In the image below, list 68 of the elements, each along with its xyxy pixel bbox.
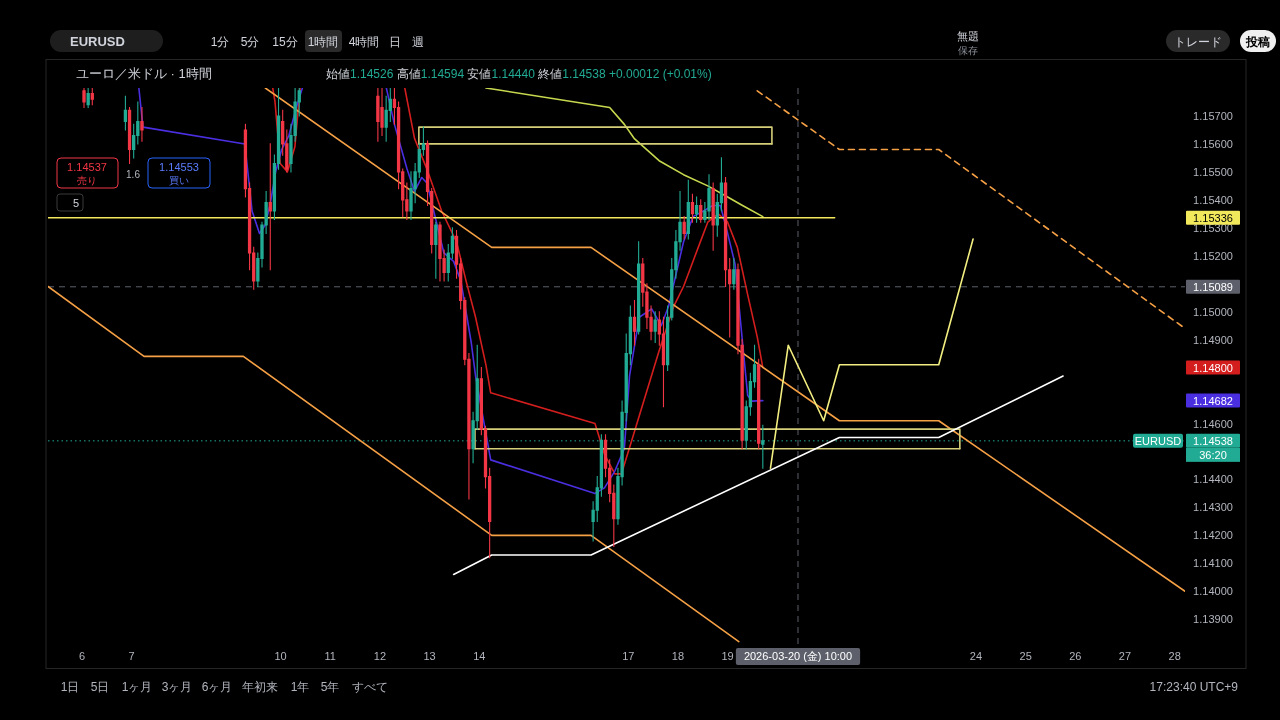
text: 投稿 bbox=[1245, 35, 1270, 49]
annotation: EURUSD bbox=[1134, 434, 1182, 447]
ref-line-label: 1.14538 bbox=[1193, 434, 1233, 447]
text: 5年 bbox=[320, 680, 340, 694]
text: 4時間 bbox=[348, 35, 380, 49]
text: EURUSD bbox=[70, 34, 125, 49]
text: 36:20 bbox=[1199, 448, 1227, 461]
annotation: 売り bbox=[77, 175, 97, 186]
x-tick-label: 17 bbox=[622, 650, 635, 662]
annotation: 5 bbox=[72, 197, 80, 209]
x-tick-label: 10 bbox=[274, 650, 287, 662]
y-tick-label: 1.14200 bbox=[1193, 529, 1233, 542]
ref-line-label: 1.15089 bbox=[1193, 280, 1233, 293]
x-tick-label: 27 bbox=[1118, 650, 1132, 662]
text: 無題 bbox=[957, 30, 979, 42]
y-tick-label: 1.14900 bbox=[1193, 333, 1233, 346]
x-tick-label: 7 bbox=[128, 650, 135, 662]
y-tick-label: 1.15500 bbox=[1193, 165, 1233, 178]
text: 1年 bbox=[290, 680, 310, 694]
x-tick-label: 13 bbox=[423, 650, 436, 662]
text: 5日 bbox=[90, 680, 110, 694]
text: 1.14682 bbox=[1193, 394, 1233, 407]
text: 1.14800 bbox=[1193, 361, 1233, 374]
y-tick-label: 1.15400 bbox=[1193, 193, 1233, 206]
text: 始値1.14526 高値1.14594 安値1.14440 終値1.14538 +0.00012 (+0.01%) bbox=[326, 67, 712, 81]
text: 1時間 bbox=[307, 35, 339, 49]
y-tick-label: 1.15200 bbox=[1193, 249, 1233, 262]
y-tick-label: 1.15700 bbox=[1193, 109, 1233, 122]
x-tick-label: 14 bbox=[473, 650, 486, 662]
text: 1日 bbox=[60, 680, 80, 694]
x-tick-label: 26 bbox=[1069, 650, 1082, 662]
text: 1.15336 bbox=[1193, 211, 1233, 224]
text: すべて bbox=[352, 680, 388, 694]
y-tick-label: 1.14600 bbox=[1193, 417, 1233, 430]
annotation: 買い bbox=[169, 175, 189, 186]
text: 1分 bbox=[210, 35, 230, 49]
text: 3ヶ月 bbox=[161, 680, 193, 694]
chart-title: ユーロ／米ドル · 1時間 bbox=[76, 66, 212, 81]
y-tick-label: 1.14100 bbox=[1193, 557, 1233, 570]
y-tick-label: 1.13900 bbox=[1193, 613, 1233, 626]
annotation: 1.14553 bbox=[159, 161, 199, 173]
text: 保存 bbox=[958, 45, 978, 56]
x-tick-label: 18 bbox=[671, 650, 685, 662]
annotation: 1.6 bbox=[126, 169, 141, 180]
y-tick-label: 1.14300 bbox=[1193, 501, 1233, 514]
y-tick-label: 1.15000 bbox=[1193, 305, 1233, 318]
x-tick-label: 24 bbox=[969, 650, 983, 662]
text: 6ヶ月 bbox=[201, 680, 233, 694]
text: 日 bbox=[389, 35, 401, 49]
x-tick-label: 11 bbox=[324, 650, 336, 662]
text: 年初来 bbox=[242, 680, 278, 694]
y-tick-label: 1.15300 bbox=[1193, 221, 1233, 234]
x-tick-label: 19 bbox=[721, 650, 734, 662]
text: 週 bbox=[412, 35, 424, 49]
x-tick-label: 6 bbox=[78, 650, 85, 662]
annotation: 1.14537 bbox=[67, 161, 107, 173]
x-tick-label: 25 bbox=[1019, 650, 1032, 662]
x-tick-label: 12 bbox=[373, 650, 387, 662]
text: トレード bbox=[1174, 35, 1222, 49]
x-tick-label: 28 bbox=[1168, 650, 1181, 662]
text: 5分 bbox=[240, 35, 260, 49]
ref-line-label: 2026-03-20 (金) 10:00 bbox=[743, 650, 853, 662]
y-tick-label: 1.14400 bbox=[1193, 473, 1233, 486]
text: 15分 bbox=[272, 35, 298, 49]
text: 1ヶ月 bbox=[121, 680, 153, 694]
y-tick-label: 1.14000 bbox=[1193, 585, 1233, 598]
y-tick-label: 1.15600 bbox=[1193, 137, 1233, 150]
text: 17:23:40 UTC+9 bbox=[1149, 680, 1239, 694]
